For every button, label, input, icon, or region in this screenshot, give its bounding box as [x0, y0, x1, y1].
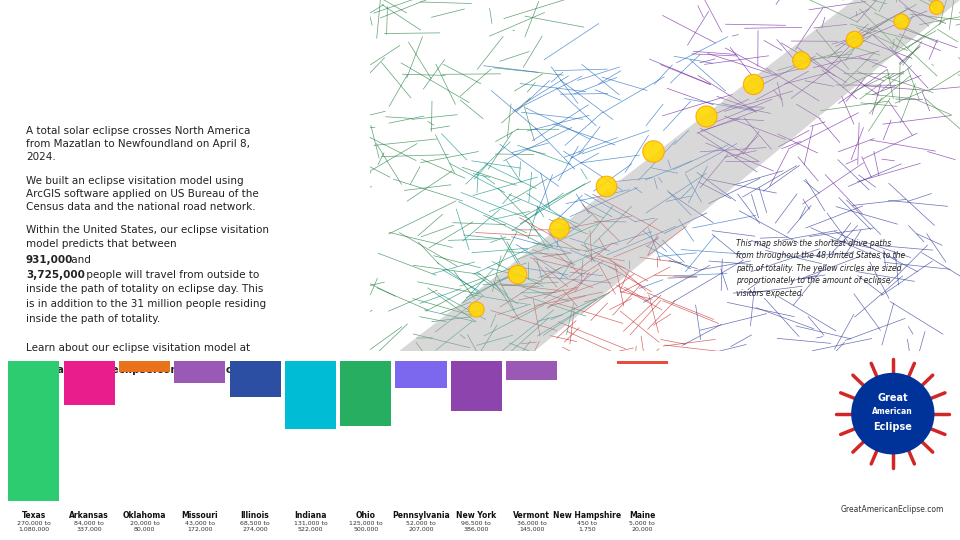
Text: Eclipse Visitation Model Predicts: Eclipse Visitation Model Predicts: [14, 33, 361, 52]
Text: is in addition to the 31 million people residing: is in addition to the 31 million people …: [26, 299, 266, 309]
Text: Texas: Texas: [22, 511, 46, 520]
Point: [598, 181, 613, 190]
Text: One to Four Million Americans: One to Four Million Americans: [14, 65, 334, 84]
Text: Oklahoma: Oklahoma: [123, 511, 166, 520]
FancyBboxPatch shape: [340, 361, 392, 426]
Text: Vermont: Vermont: [514, 511, 550, 520]
Text: American: American: [873, 407, 913, 416]
Ellipse shape: [852, 373, 934, 455]
Text: 5,000 to
20,000: 5,000 to 20,000: [630, 521, 656, 532]
Text: inside the path of totality on eclipse day. This: inside the path of totality on eclipse d…: [26, 285, 263, 294]
Point: [928, 3, 944, 11]
Text: Learn about our eclipse visitation model at: Learn about our eclipse visitation model…: [26, 343, 250, 353]
FancyBboxPatch shape: [396, 361, 446, 388]
Text: people will travel from outside to: people will travel from outside to: [84, 269, 259, 280]
FancyBboxPatch shape: [285, 361, 336, 429]
Text: and: and: [68, 255, 91, 265]
Text: GreatAmericanEclipse.com: GreatAmericanEclipse.com: [841, 505, 945, 514]
Polygon shape: [399, 0, 960, 351]
Text: greatamericaneclipse.com/visitation: greatamericaneclipse.com/visitation: [26, 365, 241, 375]
Text: New York: New York: [456, 511, 496, 520]
Text: 931,000: 931,000: [26, 255, 73, 265]
Text: 36,000 to
145,000: 36,000 to 145,000: [516, 521, 546, 532]
FancyBboxPatch shape: [451, 361, 502, 411]
Text: A total solar eclipse crosses North America
from Mazatlan to Newfoundland on Apr: A total solar eclipse crosses North Amer…: [26, 126, 251, 162]
Point: [645, 146, 660, 156]
Point: [551, 224, 566, 232]
FancyBboxPatch shape: [616, 361, 668, 364]
Point: [893, 17, 908, 25]
Text: Illinois: Illinois: [241, 511, 270, 520]
Text: inside the path of totality.: inside the path of totality.: [26, 314, 160, 324]
Text: 3,725,000: 3,725,000: [26, 269, 84, 280]
Point: [793, 56, 808, 64]
FancyBboxPatch shape: [506, 361, 558, 380]
Text: 84,000 to
337,000: 84,000 to 337,000: [74, 521, 104, 532]
Point: [468, 305, 484, 313]
Text: This map shows the shortest drive paths
from throughout the 48 United States to : This map shows the shortest drive paths …: [735, 239, 905, 298]
Text: Great: Great: [877, 393, 908, 403]
Text: Eclipse: Eclipse: [874, 422, 912, 432]
Point: [510, 269, 525, 278]
FancyBboxPatch shape: [119, 361, 170, 372]
Text: Indiana: Indiana: [294, 511, 326, 520]
Text: 96,500 to
386,000: 96,500 to 386,000: [462, 521, 492, 532]
Text: 450 to
1,750: 450 to 1,750: [577, 521, 597, 532]
Text: New Hampshire: New Hampshire: [553, 511, 621, 520]
FancyBboxPatch shape: [229, 361, 280, 397]
Text: 20,000 to
80,000: 20,000 to 80,000: [130, 521, 159, 532]
Text: 68,500 to
274,000: 68,500 to 274,000: [240, 521, 270, 532]
FancyBboxPatch shape: [174, 361, 226, 383]
Text: Missouri: Missouri: [181, 511, 218, 520]
FancyBboxPatch shape: [63, 361, 115, 405]
Text: 52,000 to
207,000: 52,000 to 207,000: [406, 521, 436, 532]
Text: Within the United States, our eclipse visitation
model predicts that between: Within the United States, our eclipse vi…: [26, 225, 269, 248]
Point: [846, 35, 861, 43]
Point: [746, 80, 761, 89]
Text: Maine: Maine: [629, 511, 656, 520]
Text: 43,000 to
172,000: 43,000 to 172,000: [184, 521, 215, 532]
Text: 270,000 to
1,080,000: 270,000 to 1,080,000: [17, 521, 51, 532]
Text: Arkansas: Arkansas: [69, 511, 109, 520]
Text: We built an eclipse visitation model using
ArcGIS software applied on US Bureau : We built an eclipse visitation model usi…: [26, 176, 258, 212]
FancyBboxPatch shape: [9, 361, 60, 501]
Text: Will Travel to the Path of Totality: Will Travel to the Path of Totality: [14, 97, 363, 117]
Text: Ohio: Ohio: [356, 511, 375, 520]
Text: 131,000 to
522,000: 131,000 to 522,000: [294, 521, 327, 532]
Point: [699, 111, 714, 120]
Text: Pennsylvania: Pennsylvania: [393, 511, 450, 520]
Text: 125,000 to
500,000: 125,000 to 500,000: [348, 521, 383, 532]
